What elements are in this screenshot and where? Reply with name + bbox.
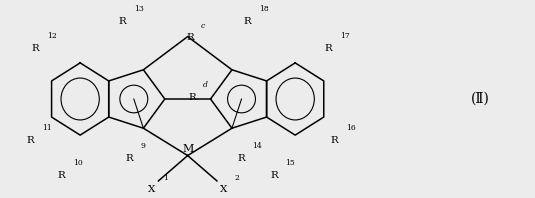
Text: R: R xyxy=(125,154,133,163)
Text: 10: 10 xyxy=(73,159,83,167)
Text: 18: 18 xyxy=(259,5,269,13)
Text: R: R xyxy=(58,171,65,180)
Text: X: X xyxy=(148,185,156,194)
Text: 14: 14 xyxy=(253,142,262,150)
Text: 1: 1 xyxy=(163,174,167,182)
Text: (Ⅱ): (Ⅱ) xyxy=(471,92,490,106)
Text: R: R xyxy=(237,154,245,163)
Text: 2: 2 xyxy=(234,174,239,182)
Text: R: R xyxy=(31,44,39,53)
Text: R: R xyxy=(270,171,278,180)
Text: R: R xyxy=(188,92,196,102)
Text: R: R xyxy=(330,136,338,146)
Text: R: R xyxy=(27,136,35,146)
Text: R: R xyxy=(243,17,251,26)
Text: 12: 12 xyxy=(47,31,56,40)
Text: 9: 9 xyxy=(141,142,146,150)
Text: R: R xyxy=(119,17,127,26)
Text: 11: 11 xyxy=(42,124,52,132)
Text: 13: 13 xyxy=(134,5,144,13)
Text: c: c xyxy=(201,22,205,30)
Text: X: X xyxy=(220,185,227,194)
Text: 16: 16 xyxy=(346,124,355,132)
Text: 17: 17 xyxy=(340,31,350,40)
Text: R: R xyxy=(187,33,194,42)
Text: 15: 15 xyxy=(286,159,295,167)
Text: M: M xyxy=(182,144,193,154)
Text: R: R xyxy=(325,44,333,53)
Text: d: d xyxy=(203,81,208,89)
